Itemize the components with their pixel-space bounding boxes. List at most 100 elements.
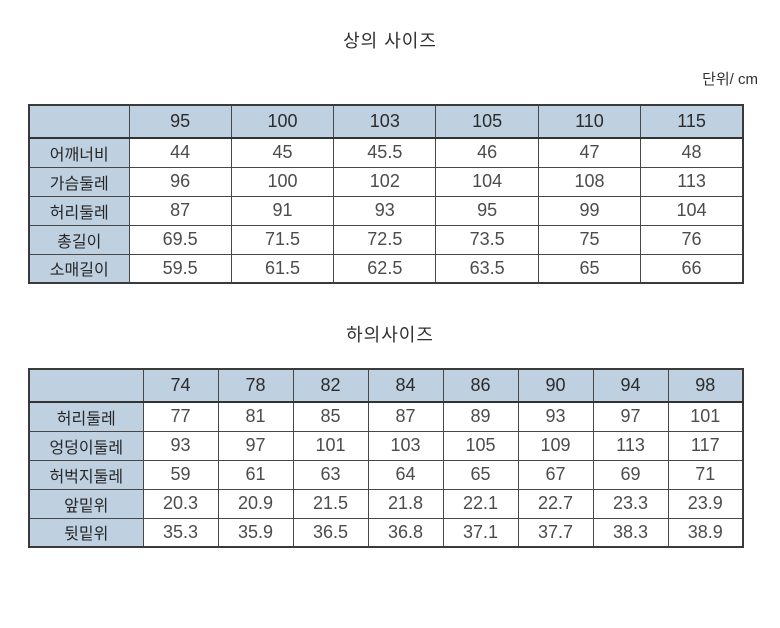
measurement-row: 가슴둘레 96 100 102 104 108 113: [28, 166, 744, 197]
measurement-row-label: 엉덩이둘레: [28, 430, 144, 461]
measurement-value-cell: 76: [640, 224, 744, 255]
measurement-value-cell: 67: [517, 459, 594, 490]
measurement-row-label: 소매길이: [28, 253, 130, 284]
measurement-row-label: 총길이: [28, 224, 130, 255]
measurement-value-cell: 37.1: [442, 517, 519, 548]
measurement-value-cell: 47: [537, 137, 642, 168]
size-column-header: 86: [442, 368, 519, 403]
measurement-value-cell: 87: [128, 195, 232, 226]
header-row: 74 78 82 84 86 90 94 98: [28, 368, 744, 403]
size-column-header: 115: [640, 104, 744, 139]
top-size-table-title: 상의 사이즈: [343, 31, 437, 51]
measurement-value-cell: 71.5: [230, 224, 335, 255]
measurement-value-cell: 104: [435, 166, 539, 197]
measurement-value-cell: 48: [640, 137, 744, 168]
measurement-value-cell: 72.5: [333, 224, 437, 255]
measurement-row: 허리둘레 77 81 85 87 89 93 97 101: [28, 401, 744, 432]
measurement-value-cell: 46: [435, 137, 539, 168]
measurement-value-cell: 109: [517, 430, 594, 461]
measurement-row: 어깨너비 44 45 45.5 46 47 48: [28, 137, 744, 168]
measurement-value-cell: 69.5: [128, 224, 232, 255]
measurement-value-cell: 23.3: [592, 488, 669, 519]
spacer: [0, 90, 780, 104]
bottom-size-table-header: 74 78 82 84 86 90 94 98: [28, 368, 744, 403]
measurement-value-cell: 38.9: [667, 517, 744, 548]
measurement-value-cell: 37.7: [517, 517, 594, 548]
top-size-table: 95 100 103 105 110 115 어깨너비 44 45 45.5 46 47 48 가슴둘레…: [28, 104, 744, 284]
unit-label: 단위/ cm: [702, 71, 758, 88]
measurement-value-cell: 62.5: [333, 253, 437, 284]
size-column-header: 94: [592, 368, 669, 403]
measurement-value-cell: 22.7: [517, 488, 594, 519]
measurement-value-cell: 36.8: [367, 517, 444, 548]
measurement-value-cell: 97: [592, 401, 669, 432]
measurement-value-cell: 65: [442, 459, 519, 490]
measurement-value-cell: 101: [292, 430, 369, 461]
measurement-row: 엉덩이둘레 93 97 101 103 105 109 113 117: [28, 430, 744, 461]
measurement-value-cell: 93: [142, 430, 219, 461]
measurement-value-cell: 113: [592, 430, 669, 461]
measurement-value-cell: 35.3: [142, 517, 219, 548]
size-column-header: 98: [667, 368, 744, 403]
measurement-value-cell: 69: [592, 459, 669, 490]
measurement-value-cell: 22.1: [442, 488, 519, 519]
measurement-value-cell: 44: [128, 137, 232, 168]
measurement-value-cell: 38.3: [592, 517, 669, 548]
measurement-value-cell: 21.5: [292, 488, 369, 519]
measurement-value-cell: 20.9: [217, 488, 294, 519]
measurement-value-cell: 99: [537, 195, 642, 226]
size-column-header: 78: [217, 368, 294, 403]
measurement-value-cell: 21.8: [367, 488, 444, 519]
bottom-size-table-title: 하의사이즈: [346, 325, 434, 345]
measurement-value-cell: 96: [128, 166, 232, 197]
measurement-value-cell: 59.5: [128, 253, 232, 284]
measurement-row: 총길이 69.5 71.5 72.5 73.5 75 76: [28, 224, 744, 255]
size-column-header: 105: [435, 104, 539, 139]
measurement-value-cell: 105: [442, 430, 519, 461]
bottom-size-table-body: 허리둘레 77 81 85 87 89 93 97 101 엉덩이둘레 93 97 101 103 105 1…: [28, 401, 744, 548]
size-column-header: 74: [142, 368, 219, 403]
measurement-value-cell: 45.5: [333, 137, 437, 168]
measurement-row-label: 허벅지둘레: [28, 459, 144, 490]
spacer: [0, 346, 780, 368]
bottom-size-table: 74 78 82 84 86 90 94 98 허리둘레 77 81 85 87 89 93 97 101 엉덩…: [28, 368, 744, 548]
measurement-value-cell: 71: [667, 459, 744, 490]
measurement-value-cell: 93: [333, 195, 437, 226]
measurement-value-cell: 64: [367, 459, 444, 490]
size-column-header: 82: [292, 368, 369, 403]
measurement-value-cell: 100: [230, 166, 335, 197]
measurement-value-cell: 45: [230, 137, 335, 168]
measurement-row-label: 허리둘레: [28, 401, 144, 432]
measurement-value-cell: 63.5: [435, 253, 539, 284]
measurement-value-cell: 91: [230, 195, 335, 226]
corner-cell: [28, 104, 130, 139]
measurement-value-cell: 93: [517, 401, 594, 432]
corner-cell: [28, 368, 144, 403]
measurement-row-label: 허리둘레: [28, 195, 130, 226]
measurement-value-cell: 61.5: [230, 253, 335, 284]
measurement-value-cell: 108: [537, 166, 642, 197]
measurement-value-cell: 95: [435, 195, 539, 226]
measurement-value-cell: 97: [217, 430, 294, 461]
measurement-row: 허벅지둘레 59 61 63 64 65 67 69 71: [28, 459, 744, 490]
measurement-value-cell: 65: [537, 253, 642, 284]
measurement-value-cell: 117: [667, 430, 744, 461]
size-column-header: 95: [128, 104, 232, 139]
measurement-value-cell: 81: [217, 401, 294, 432]
measurement-row: 뒷밑위 35.3 35.9 36.5 36.8 37.1 37.7 38.3 38.9: [28, 517, 744, 548]
top-size-table-header: 95 100 103 105 110 115: [28, 104, 744, 139]
measurement-row-label: 뒷밑위: [28, 517, 144, 548]
measurement-value-cell: 63: [292, 459, 369, 490]
measurement-value-cell: 75: [537, 224, 642, 255]
measurement-value-cell: 36.5: [292, 517, 369, 548]
measurement-value-cell: 87: [367, 401, 444, 432]
measurement-value-cell: 113: [640, 166, 744, 197]
measurement-value-cell: 101: [667, 401, 744, 432]
measurement-value-cell: 89: [442, 401, 519, 432]
top-size-table-body: 어깨너비 44 45 45.5 46 47 48 가슴둘레 96 100 102 104 108 113 허…: [28, 137, 744, 284]
size-column-header: 100: [230, 104, 335, 139]
measurement-value-cell: 85: [292, 401, 369, 432]
size-column-header: 90: [517, 368, 594, 403]
measurement-value-cell: 66: [640, 253, 744, 284]
